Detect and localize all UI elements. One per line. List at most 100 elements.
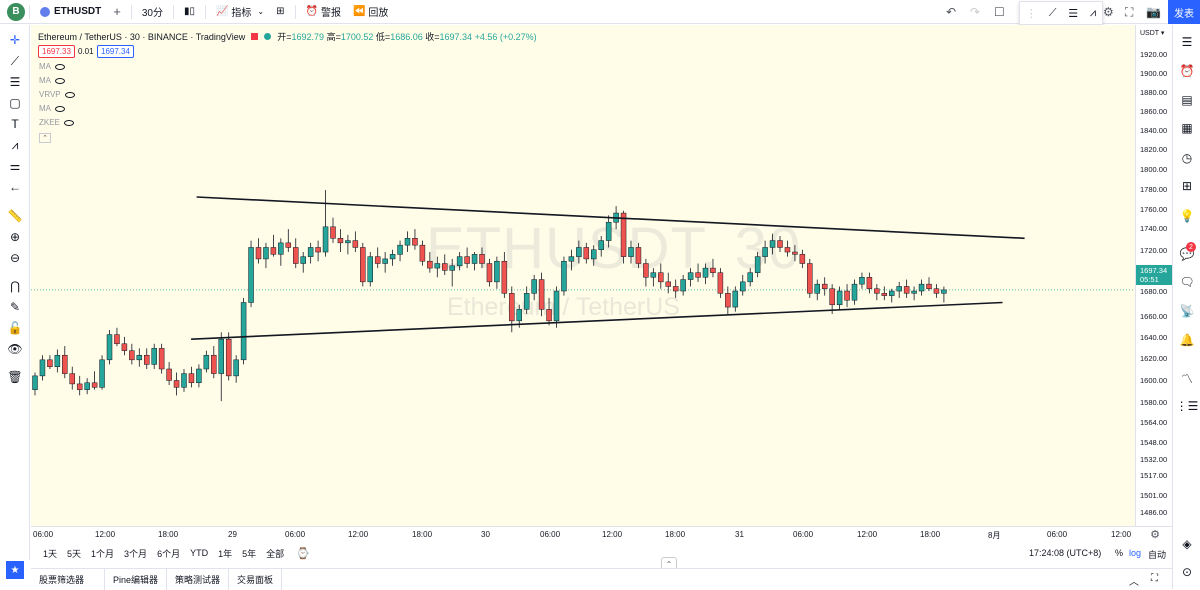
trend-line-icon[interactable]: ⟋ [1048, 6, 1057, 19]
percent-toggle[interactable]: % [1115, 548, 1124, 558]
crosshair-tool[interactable]: ✛ [5, 31, 25, 49]
layers-button[interactable]: ◈ [1177, 535, 1197, 553]
chevron-up-icon[interactable]: ︿ [1129, 577, 1139, 588]
broadcast-button[interactable]: 📡 [1177, 302, 1197, 320]
range-button[interactable]: 1个月 [91, 548, 115, 559]
calendar-button[interactable]: ▦ [1177, 119, 1197, 137]
indicator-row[interactable]: ZKEE [39, 118, 74, 127]
stay-drawing-tool[interactable]: ✎ [5, 298, 25, 316]
range-button[interactable]: 5天 [67, 548, 82, 559]
trading-button[interactable]: 〽 [1177, 369, 1197, 387]
collapse-legend-button[interactable]: ⌃ [39, 133, 51, 143]
indicator-row[interactable]: MA [39, 62, 65, 71]
panel-resize-handle[interactable]: ⌃ [661, 557, 677, 571]
prediction-tool[interactable]: ⚌ [5, 157, 25, 175]
square-icon: ☐ [994, 5, 1005, 19]
ruler-tool[interactable]: 📏 [5, 207, 25, 225]
layout-button[interactable]: ☐ [994, 0, 1005, 24]
indicator-row[interactable]: MA [39, 104, 65, 113]
text-tool[interactable]: T [5, 115, 25, 133]
price-plot[interactable] [31, 25, 1135, 541]
magnet-tool[interactable]: ⋂ [5, 277, 25, 295]
chart-type-button[interactable]: ▮▯ [178, 0, 201, 24]
expand-icon[interactable]: ⛶ [1151, 573, 1158, 584]
shape-tool[interactable]: ▢ [5, 94, 25, 112]
watchlist-button[interactable]: ☰ [1177, 33, 1197, 51]
chart-settings-gear-icon[interactable]: ⚙ [1150, 529, 1160, 541]
bottom-tab[interactable]: 策略测试器 [167, 568, 230, 590]
bottom-tab[interactable]: Pine编辑器 [105, 568, 168, 590]
time-axis[interactable]: ⚙ 06:00 12:00 18:00 29 06:00 12:00 18:00 30 06:0… [31, 526, 1172, 541]
indicator-row[interactable]: MA [39, 76, 65, 85]
drag-handle-icon[interactable]: ⋮ [1025, 7, 1037, 20]
range-button[interactable]: 3个月 [124, 548, 148, 559]
redo-button[interactable]: ↷ [970, 0, 980, 24]
eye-off-icon[interactable] [55, 77, 65, 84]
range-button[interactable]: 全部 [266, 548, 285, 559]
help-button[interactable]: ⊙ [1177, 563, 1197, 581]
pattern-tool[interactable]: ⩘ [5, 136, 25, 154]
candle [859, 272, 865, 289]
interval-button[interactable]: 30分 [141, 8, 163, 19]
compare-symbol-button[interactable]: + [107, 0, 127, 24]
path-icon[interactable]: ⩘ [1089, 6, 1097, 19]
replay-button[interactable]: ⏪ 回放 [347, 0, 394, 24]
auto-toggle[interactable]: 自动 [1148, 550, 1167, 560]
price-tick-label: 1548.00 [1140, 438, 1168, 447]
goto-date-icon[interactable]: ⌚ [296, 547, 310, 560]
chart-pane[interactable]: ETHUSDT, 30 Ethereum / TetherUS Ethereum… [31, 25, 1135, 541]
buy-price-button[interactable]: 1697.34 [97, 45, 134, 58]
layouts-button[interactable]: ⊞ [270, 0, 290, 24]
range-button[interactable]: YTD [190, 548, 209, 558]
currency-selector[interactable]: USDT ▾ [1140, 30, 1165, 37]
alert-button[interactable]: ⏰ 警报 [300, 0, 347, 24]
eye-off-icon[interactable] [63, 119, 74, 126]
trend-line-tool[interactable]: ⟋ [5, 52, 25, 70]
zoom-in-tool[interactable]: ⊕ [5, 228, 25, 246]
publish-button[interactable]: 发表 [1168, 0, 1200, 24]
indicator-row[interactable]: VRVP [39, 90, 75, 99]
symbol-search-button[interactable]: ETHUSDT [34, 0, 107, 24]
back-arrow-tool[interactable]: ← [5, 178, 25, 196]
range-button[interactable]: 5年 [242, 548, 257, 559]
candle [427, 252, 433, 273]
favorites-star-button[interactable]: ★ [6, 561, 24, 579]
time-tick-label: 06:00 [540, 530, 561, 539]
eye-off-icon[interactable] [55, 105, 65, 112]
fullscreen-button[interactable]: ⛶ [1125, 0, 1133, 24]
candle [255, 238, 262, 264]
clock-display[interactable]: 17:24:08 (UTC+8) [1029, 548, 1102, 558]
candle-body [278, 242, 284, 255]
range-button[interactable]: 1年 [218, 548, 233, 559]
user-avatar[interactable]: B [7, 2, 25, 21]
fib-tool[interactable]: ☰ [5, 73, 25, 91]
alerts-panel-button[interactable]: ⏰ [1177, 62, 1197, 80]
zoom-out-tool[interactable]: ⊖ [5, 249, 25, 267]
range-button[interactable]: 6个月 [157, 548, 181, 559]
price-axis[interactable]: USDT ▾ 1697.34 05:51 1920.00 1900.00 1880.… [1135, 25, 1172, 541]
chats-button[interactable]: 💬 2 [1177, 242, 1197, 263]
indicators-button[interactable]: 📈 指标 ⌄ [210, 0, 270, 24]
candle [345, 234, 351, 255]
fib-retracement-icon[interactable]: ☰ [1068, 7, 1079, 20]
log-toggle[interactable]: log [1129, 548, 1142, 558]
eye-off-icon[interactable] [55, 63, 65, 70]
news-button[interactable]: ▤ [1177, 91, 1197, 109]
hotlists-button[interactable]: ⊞ [1177, 177, 1197, 195]
bottom-tab[interactable]: 股票筛选器 [31, 568, 106, 590]
eye-off-icon[interactable] [64, 91, 75, 98]
clock-button[interactable]: ◷ [1177, 149, 1197, 167]
lock-drawings-tool[interactable]: 🔓 [5, 319, 25, 337]
range-button[interactable]: 1天 [43, 548, 58, 559]
settings-button[interactable]: ⚙ [1103, 0, 1114, 24]
snapshot-button[interactable]: 📷 [1146, 0, 1161, 24]
dom-button[interactable]: ⋮☰ [1176, 397, 1199, 415]
undo-button[interactable]: ↶ [946, 0, 956, 24]
streams-button[interactable]: 🗨 [1177, 273, 1197, 291]
remove-drawings-tool[interactable]: 🗑 [5, 368, 25, 386]
notifications-button[interactable]: 🔔 [1177, 331, 1197, 349]
hide-drawings-tool[interactable]: 👁 [5, 340, 25, 358]
ideas-button[interactable]: 💡 [1177, 207, 1197, 225]
sell-price-button[interactable]: 1697.33 [38, 45, 75, 58]
bottom-tab[interactable]: 交易面板 [229, 568, 283, 590]
